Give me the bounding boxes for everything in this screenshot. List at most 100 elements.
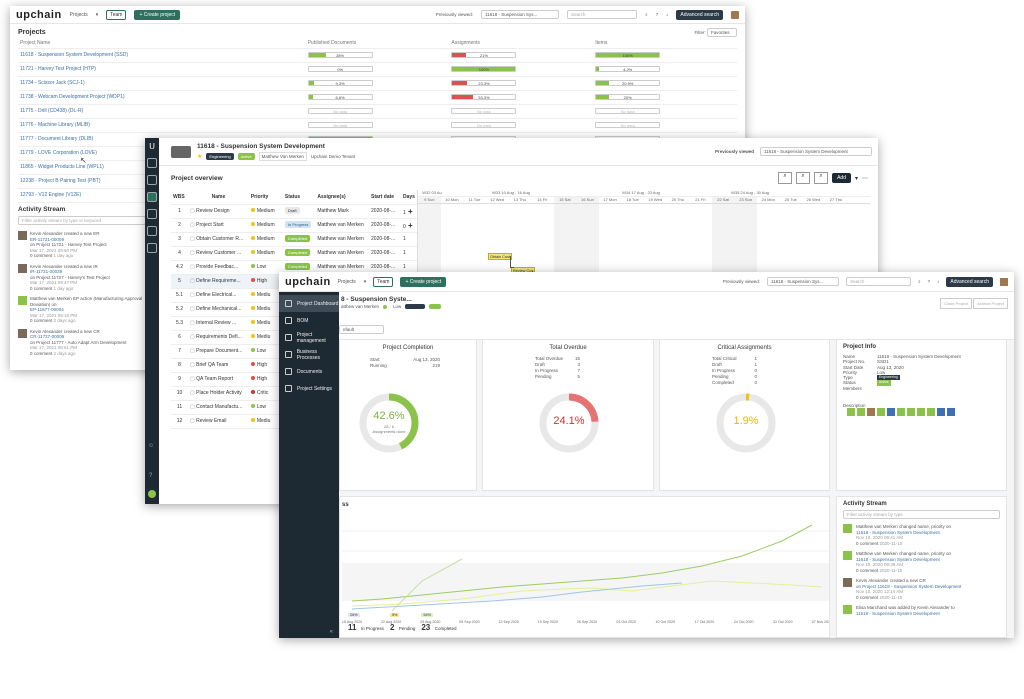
menu-item-business-processes[interactable]: Business Processes	[279, 346, 339, 363]
add-button[interactable]: Add	[832, 173, 851, 183]
member-avatar[interactable]	[877, 408, 885, 416]
task-name-cell[interactable]: ▢ Internal Review ...	[188, 316, 249, 331]
task-name[interactable]: Contact Manufactu...	[196, 404, 243, 410]
menu-item-documents[interactable]: Documents	[279, 363, 339, 380]
task-name-cell[interactable]: ▢ Contact Manufactu...	[188, 400, 249, 415]
task-name[interactable]: Review Customer ...	[196, 250, 242, 256]
project-link[interactable]: 11618 - Suspension System Development (S…	[18, 48, 306, 63]
activity-filter-input[interactable]: Filter activity stream by type	[843, 510, 1000, 519]
dashboard-icon[interactable]	[147, 158, 157, 168]
member-avatar[interactable]	[897, 408, 905, 416]
task-name[interactable]: Review Design	[196, 208, 230, 214]
add-subtask-icon[interactable]: +	[405, 206, 413, 216]
search-input[interactable]: Search	[567, 10, 638, 19]
task-name[interactable]: Review Email	[196, 418, 227, 424]
activity-project[interactable]: 11618 - Suspension System Development	[856, 529, 940, 535]
menu-item-bom[interactable]: BOM	[279, 312, 339, 329]
menu-item-project-settings[interactable]: Project Settings	[279, 380, 339, 397]
task-name-cell[interactable]: ▢ Review Design	[188, 204, 249, 219]
activity-id[interactable]: CR-11727-00006	[30, 334, 65, 339]
project-link[interactable]: 11721 - Harvey Test Project (HTP)	[18, 62, 306, 77]
task-name[interactable]: Brief QA Team	[196, 362, 229, 368]
task-name[interactable]: Define Electrical...	[196, 292, 237, 298]
zoom-in-button[interactable]: ⌕	[778, 172, 793, 184]
help-icon[interactable]: ?	[927, 279, 931, 284]
task-name[interactable]: Define Mechanical...	[196, 306, 242, 312]
member-avatar[interactable]	[927, 408, 935, 416]
previously-viewed-select[interactable]: 11618 - Suspension Sys...	[767, 277, 840, 286]
menu-item-project-dashboard[interactable]: Project Dashboard	[279, 295, 339, 312]
comment-link[interactable]: 0 comment	[30, 318, 53, 323]
table-row[interactable]: 11734 - Scissor Jack (SCJ-1) 9.3% 23.3% 20.…	[18, 76, 737, 91]
activity-project[interactable]: on Project 11777 - Auto Adapt Arm Develo…	[30, 339, 127, 345]
activity-project[interactable]: 11618 - Suspension System Development	[856, 556, 940, 562]
comment-link[interactable]: 0 comment	[30, 253, 53, 258]
task-name-cell[interactable]: ▢ Place Holder Activity	[188, 386, 249, 401]
zoom-fit-button[interactable]: ⌕	[814, 172, 829, 184]
menu-item-project-management[interactable]: Project management	[279, 329, 339, 346]
task-name[interactable]: Requirements Defi...	[196, 334, 242, 340]
search-icon[interactable]: ⌕	[918, 279, 921, 284]
task-name-cell[interactable]: ▢ QA Team Report	[188, 372, 249, 387]
advanced-search-button[interactable]: Advanced search	[946, 276, 993, 287]
dashboard-filter-select[interactable]: efault	[339, 325, 384, 334]
documents-icon[interactable]	[147, 226, 157, 236]
table-row[interactable]: 11776 - Machine Library (MLIB) No data No …	[18, 118, 737, 133]
member-avatar[interactable]	[907, 408, 915, 416]
archive-project-button[interactable]: Archive Project	[973, 298, 1008, 309]
user-avatar[interactable]	[148, 490, 156, 498]
star-icon[interactable]: ★	[197, 153, 203, 160]
task-name-cell[interactable]: ▢ Review Email	[188, 414, 249, 429]
task-name-cell[interactable]: ▢ Define Mechanical...	[188, 302, 249, 317]
activity-filter-input[interactable]: Filter activity stream by type or keywor…	[18, 216, 146, 225]
comment-link[interactable]: 0 comment	[856, 567, 879, 573]
task-name-cell[interactable]: ▢ Define Electrical...	[188, 288, 249, 303]
task-name-cell[interactable]: ▢ Review Customer ...	[188, 246, 249, 261]
activity-id[interactable]: ER-11721-00009	[30, 236, 64, 242]
project-link[interactable]: 11734 - Scissor Jack (SCJ-1)	[18, 76, 306, 91]
activity-id[interactable]: EP-11677-00004	[30, 307, 64, 312]
task-name[interactable]: Obtain Customer R...	[196, 236, 244, 242]
process-icon[interactable]	[147, 209, 157, 219]
create-project-button[interactable]: + Create project	[134, 9, 181, 20]
task-name[interactable]: Place Holder Activity	[196, 390, 242, 396]
table-row[interactable]: 2 ▢ Project Start Medium In Progress Matthew…	[171, 218, 418, 233]
search-icon[interactable]: ⌕	[645, 12, 648, 17]
nav-projects[interactable]: Projects ▾	[337, 278, 367, 285]
table-row[interactable]: 1 ▢ Review Design Medium Draft Matthew Mark 2…	[171, 204, 418, 219]
member-avatar[interactable]	[947, 408, 955, 416]
avatar[interactable]	[731, 10, 739, 19]
task-name-cell[interactable]: ▢ Requirements Defi...	[188, 330, 249, 345]
task-name-cell[interactable]: ▢ Provide Feedbac...	[188, 260, 249, 275]
member-avatar[interactable]	[937, 408, 945, 416]
more-icon[interactable]: ⋯	[862, 175, 868, 182]
create-project-button[interactable]: + Create project	[400, 276, 447, 287]
task-name-cell[interactable]: ▢ Project Start	[188, 218, 249, 233]
filter-select[interactable]: Favorites	[707, 28, 737, 37]
avatar[interactable]	[1000, 277, 1008, 286]
table-row[interactable]: 4.2 ▢ Provide Feedbac... Low Completed Matth…	[171, 260, 418, 275]
task-name[interactable]: Project Start	[196, 222, 224, 228]
activity-project[interactable]: 11618 - Suspension System Development	[856, 610, 940, 616]
activity-project[interactable]: on Project 11727 - Harvey's Test Project	[30, 274, 110, 280]
member-avatar[interactable]	[887, 408, 895, 416]
comment-link[interactable]: 0 comment	[856, 594, 879, 600]
member-avatar[interactable]	[857, 408, 865, 416]
task-name-cell[interactable]: ▢ Obtain Customer R...	[188, 232, 249, 247]
task-name[interactable]: QA Team Report	[196, 376, 234, 382]
previously-viewed-select[interactable]: 11618 - Suspension Sys...	[481, 10, 560, 19]
add-subtask-icon[interactable]: +	[405, 220, 413, 230]
task-name[interactable]: Internal Review ...	[196, 320, 237, 326]
add-user-icon[interactable]: ☺	[148, 443, 155, 449]
collapse-icon[interactable]: «	[329, 629, 333, 635]
comment-link[interactable]: 0 comment	[856, 540, 879, 546]
nav-team[interactable]: Team	[373, 276, 394, 287]
bell-icon[interactable]: ♪	[666, 12, 669, 17]
close-project-button[interactable]: Close Project	[940, 298, 972, 309]
project-link[interactable]: 11775 - Drill (CD438) (DL-R)	[18, 104, 306, 119]
task-name[interactable]: Define Requireme...	[196, 278, 241, 284]
activity-project[interactable]: on Project 11721 - Harvey Test Project	[30, 242, 107, 247]
task-name[interactable]: Provide Feedbac...	[196, 264, 239, 270]
search-input[interactable]: Search	[846, 277, 912, 286]
app-icon[interactable]: ᑌ	[149, 142, 155, 151]
